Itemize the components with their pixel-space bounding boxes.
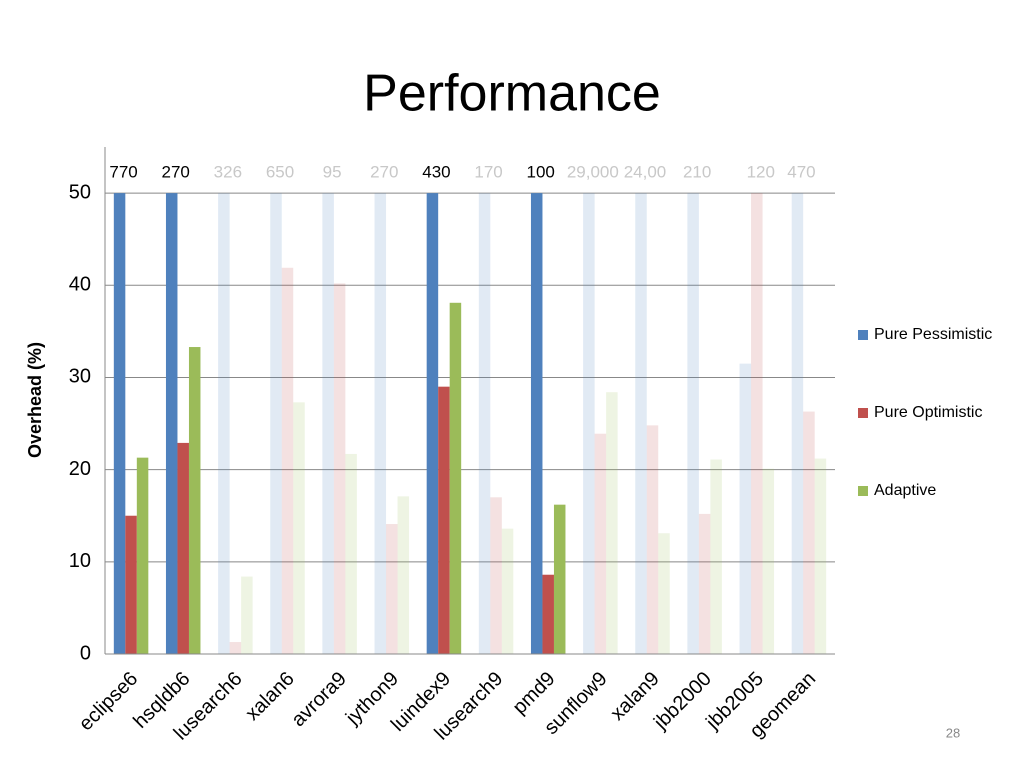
bar <box>270 193 282 654</box>
bar <box>136 457 149 654</box>
y-tick-label: 20 <box>69 458 91 480</box>
y-tick-label: 30 <box>69 366 91 388</box>
bar <box>188 347 201 654</box>
bar <box>501 528 514 654</box>
bar <box>658 533 670 654</box>
y-tick-label: 40 <box>69 274 91 296</box>
bars <box>113 193 827 654</box>
bar <box>583 193 595 654</box>
bar <box>635 193 647 654</box>
bar <box>814 458 827 654</box>
bar <box>791 193 804 654</box>
bar <box>281 267 294 654</box>
data-label: 430 <box>422 162 450 181</box>
slide-title: Performance <box>363 65 661 123</box>
x-tick-label: avrora9 <box>287 668 351 732</box>
data-label: 24,00 <box>624 162 667 181</box>
bar <box>478 193 491 654</box>
legend-label: Pure Pessimistic <box>874 326 992 343</box>
bar <box>490 497 502 654</box>
data-label: 29,000 <box>567 162 619 181</box>
data-label: 770 <box>109 162 137 181</box>
bar <box>449 302 462 654</box>
bar <box>646 425 659 654</box>
bar <box>177 442 189 654</box>
bar <box>542 574 554 654</box>
y-tick-label: 0 <box>80 642 91 664</box>
data-label: 650 <box>266 162 294 181</box>
y-axis-label: Overhead (%) <box>25 342 45 458</box>
data-label: 170 <box>474 162 502 181</box>
page-number: 28 <box>946 725 960 740</box>
bar <box>345 453 357 654</box>
bar <box>333 283 346 654</box>
bar <box>553 504 566 654</box>
bar <box>426 193 439 654</box>
bar <box>710 459 722 654</box>
bar <box>229 642 242 654</box>
data-label: 210 <box>683 162 711 181</box>
x-tick-label: eclipse6 <box>75 668 142 735</box>
y-tick-label: 50 <box>69 181 91 203</box>
bar <box>125 515 137 654</box>
bar <box>241 576 253 654</box>
bar <box>687 193 699 654</box>
data-label: 326 <box>214 162 242 181</box>
bar <box>165 193 178 654</box>
bar <box>606 392 618 654</box>
bar <box>751 193 763 654</box>
data-label: 470 <box>787 162 815 181</box>
data-label: 120 <box>747 162 775 181</box>
legend-swatch <box>858 486 868 496</box>
bar <box>762 468 775 654</box>
bar <box>530 193 543 654</box>
data-label: 270 <box>162 162 190 181</box>
legend-swatch <box>858 330 868 340</box>
data-label: 100 <box>527 162 555 181</box>
bar <box>594 433 607 654</box>
bar <box>374 193 387 654</box>
bar <box>218 193 230 654</box>
bar <box>438 386 450 654</box>
bar <box>113 193 126 654</box>
bar <box>739 363 752 654</box>
bar <box>803 411 815 654</box>
y-tick-label: 10 <box>69 550 91 572</box>
bar <box>698 513 711 654</box>
data-label: 95 <box>323 162 342 181</box>
bar <box>322 193 334 654</box>
legend-swatch <box>858 408 868 418</box>
bar <box>293 402 305 654</box>
bar <box>386 524 398 654</box>
x-tick-label: jbb2000 <box>649 668 716 735</box>
legend-label: Pure Optimistic <box>874 404 982 421</box>
data-label: 270 <box>370 162 398 181</box>
bar <box>397 496 410 654</box>
legend-label: Adaptive <box>874 482 936 499</box>
